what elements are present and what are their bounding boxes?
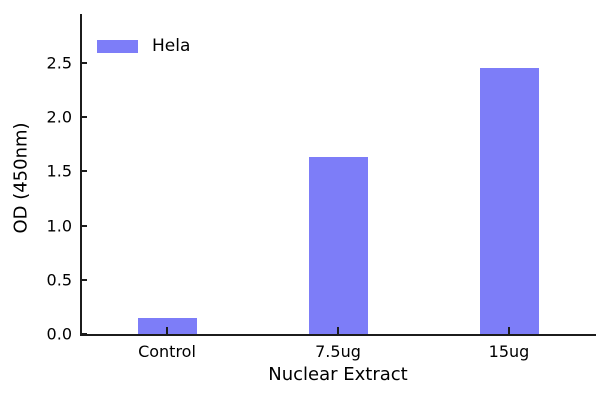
x-tick-label: 15ug — [488, 342, 530, 361]
y-tick-mark — [80, 333, 87, 335]
bar-15ug — [479, 68, 539, 334]
y-tick-mark — [80, 116, 87, 119]
y-tick-label: 0.0 — [46, 324, 72, 344]
y-tick-mark — [80, 170, 87, 173]
y-axis-spine — [80, 14, 82, 336]
y-tick-mark — [80, 61, 87, 64]
x-axis-title: Nuclear Extract — [268, 364, 408, 385]
x-tick-mark — [337, 327, 339, 334]
x-tick-label: 7.5ug — [315, 342, 361, 361]
bar-7.5ug — [308, 157, 368, 334]
y-tick-label: 2.5 — [46, 53, 72, 73]
y-tick-label: 1.5 — [46, 161, 72, 181]
bar-control — [137, 317, 197, 334]
y-tick-mark — [80, 224, 87, 227]
y-tick-mark — [80, 278, 87, 281]
legend-entry-label: Hela — [152, 36, 191, 56]
y-tick-label: 0.5 — [46, 270, 72, 290]
legend: Hela — [97, 34, 190, 58]
x-tick-label: Control — [138, 342, 196, 361]
y-tick-label: 2.0 — [46, 107, 72, 127]
x-axis-spine — [80, 334, 596, 336]
x-tick-mark — [166, 327, 168, 334]
legend-color-swatch — [97, 39, 138, 53]
x-tick-mark — [508, 327, 510, 334]
y-tick-label: 1.0 — [46, 216, 72, 236]
